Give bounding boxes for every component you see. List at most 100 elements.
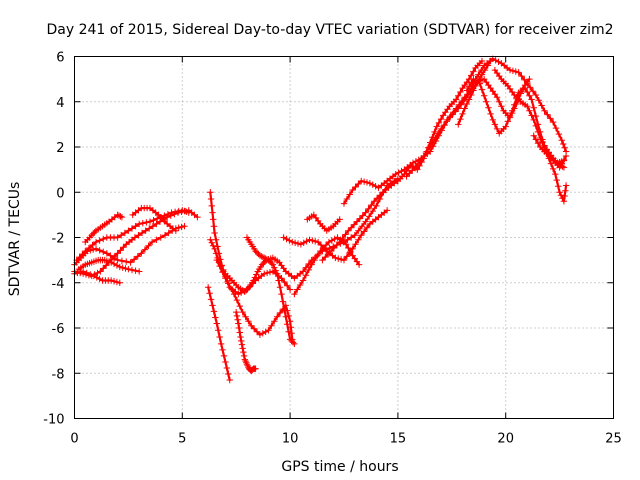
data-point (258, 253, 265, 260)
data-point (278, 290, 285, 298)
data-point (322, 253, 329, 261)
data-point (269, 261, 277, 268)
data-point (342, 241, 350, 248)
axis-ticks: 0 5 10 15 20 25 -10 -8 -6 -4 -2 0 2 4 6 (43, 51, 622, 447)
series-trace (396, 59, 484, 182)
series-arc20 (403, 55, 570, 180)
data-point (349, 186, 356, 194)
data-point (107, 252, 114, 259)
data-point (358, 177, 365, 185)
data-point (139, 219, 146, 227)
data-point (215, 327, 222, 334)
data-point (178, 223, 185, 231)
data-point (557, 192, 565, 199)
y-axis-label: SDTVAR / TECUs (7, 182, 23, 297)
data-point (283, 235, 290, 243)
data-point (79, 250, 86, 258)
y-tick-label: 0 (56, 186, 64, 201)
data-point (452, 96, 460, 103)
data-point (309, 237, 316, 244)
data-point (355, 261, 363, 268)
data-point (311, 256, 318, 264)
data-point (470, 68, 477, 75)
data-point (242, 357, 249, 365)
data-point (241, 356, 249, 363)
data-point (115, 212, 123, 219)
data-point (103, 250, 111, 257)
data-point (279, 305, 287, 313)
data-point (561, 192, 568, 200)
data-point (437, 125, 445, 133)
data-point (263, 269, 271, 277)
data-point (262, 328, 269, 335)
data-point (468, 72, 475, 79)
data-point (76, 253, 83, 261)
x-tick-label: 0 (70, 432, 78, 447)
data-point (210, 308, 218, 315)
y-tick-label: 4 (56, 96, 64, 111)
data-point (409, 167, 416, 174)
data-point (213, 320, 220, 327)
data-point (455, 92, 462, 99)
data-point (118, 257, 126, 265)
data-point (253, 328, 261, 335)
data-point (223, 364, 231, 372)
data-point (174, 209, 182, 216)
data-point (455, 121, 462, 128)
data-point (210, 222, 218, 230)
data-point (216, 333, 223, 341)
data-point (529, 87, 537, 95)
data-point (365, 205, 372, 213)
data-point (219, 346, 226, 354)
data-point (347, 234, 355, 241)
data-point (165, 229, 172, 237)
data-point (526, 107, 533, 114)
data-point (121, 229, 129, 237)
data-point (236, 302, 243, 310)
x-tick-label: 10 (282, 432, 299, 447)
data-point (92, 245, 100, 253)
data-point (153, 215, 161, 222)
data-point (308, 261, 315, 268)
data-point (518, 72, 525, 80)
data-point (325, 238, 333, 246)
data-point (423, 148, 430, 155)
series-trace (405, 57, 568, 178)
data-point (498, 103, 505, 110)
data-point (256, 252, 264, 259)
data-point (478, 86, 486, 93)
data-point (161, 217, 168, 225)
data-point (87, 271, 94, 278)
data-point (534, 140, 542, 147)
data-point (485, 104, 492, 111)
data-point (276, 309, 284, 317)
data-point (206, 290, 213, 297)
data-point (135, 268, 143, 275)
data-point (114, 250, 121, 257)
data-point (465, 83, 473, 90)
data-point (366, 180, 374, 187)
data-point (360, 178, 368, 185)
data-point (506, 66, 514, 74)
data-point (363, 224, 371, 231)
x-tick-label: 15 (390, 432, 407, 447)
data-point (383, 207, 391, 214)
data-point (346, 191, 353, 198)
data-point (449, 111, 456, 118)
data-point (89, 230, 97, 237)
data-point (358, 232, 365, 239)
data-point (118, 213, 126, 221)
data-point (524, 103, 531, 110)
data-point (319, 256, 326, 264)
data-point (356, 215, 364, 222)
data-point (426, 143, 433, 151)
data-point (355, 227, 362, 234)
data-point (96, 237, 103, 244)
data-point (130, 256, 138, 263)
series-arc5 (71, 268, 123, 286)
data-point (487, 110, 494, 118)
data-point (455, 105, 462, 112)
data-point (211, 229, 218, 237)
data-point (280, 234, 287, 241)
data-point (468, 79, 475, 87)
